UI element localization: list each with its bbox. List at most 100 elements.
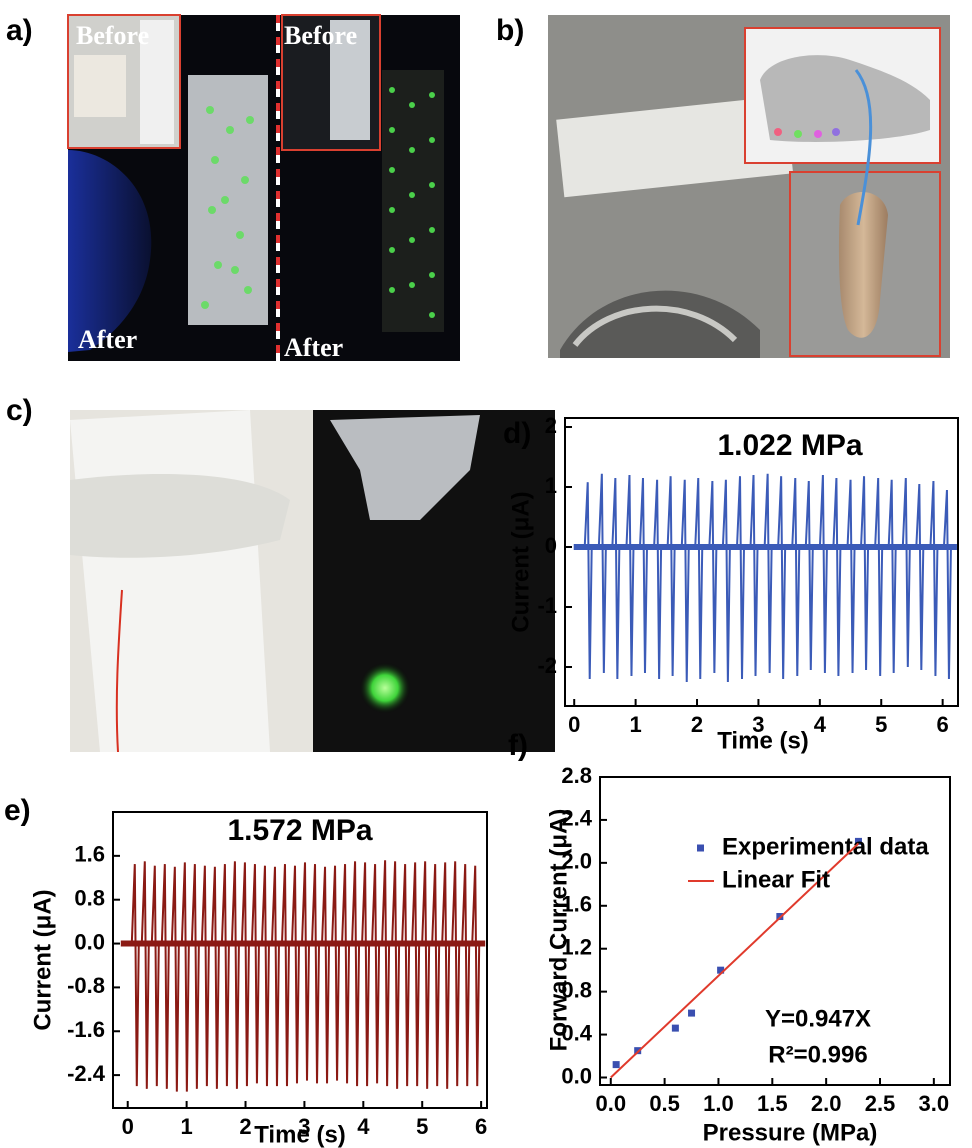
current-spike (846, 479, 856, 674)
after-label: After (78, 325, 137, 354)
current-spike (804, 480, 814, 671)
current-spike (597, 473, 607, 674)
current-spike (763, 473, 773, 674)
current-spike (942, 489, 952, 680)
current-spike (290, 865, 300, 1084)
current-spike (666, 476, 676, 677)
plot-frame (564, 417, 959, 707)
x-tick-label: 4 (357, 1114, 370, 1139)
current-spike (341, 864, 351, 1084)
pressure-annotation: 1.022 MPa (717, 429, 862, 462)
current-spike (401, 864, 411, 1087)
current-spike (301, 862, 311, 1081)
current-spike (280, 864, 290, 1087)
panel-label: f) (508, 729, 528, 762)
panel-label: b) (496, 14, 524, 47)
y-tick-label: 2 (545, 413, 557, 438)
y-tick-label: 2.4 (561, 806, 592, 831)
photo-a: Before Before After After (67, 14, 460, 362)
plot-frame (599, 776, 951, 1086)
current-spike (583, 482, 593, 680)
current-spike (451, 861, 461, 1087)
fit-annotation: Y=0.947X (765, 1005, 871, 1032)
current-spike (915, 483, 925, 671)
x-tick-label: 2 (239, 1114, 251, 1139)
current-spike (311, 864, 321, 1084)
current-spike (721, 479, 731, 683)
data-point (634, 1047, 642, 1055)
data-point (671, 1024, 679, 1032)
panel-label: e) (4, 794, 31, 827)
plot-frame (112, 811, 488, 1109)
current-spike (190, 864, 200, 1089)
current-spike (270, 866, 280, 1087)
current-spike (929, 480, 939, 677)
current-spike (180, 862, 190, 1092)
photo-b (548, 15, 950, 358)
x-tick-label: 5 (875, 712, 887, 737)
current-spike (461, 864, 471, 1087)
current-spike (230, 861, 240, 1089)
current-spike (381, 860, 391, 1087)
y-tick-label: -2 (537, 653, 557, 678)
before-label: Before (284, 21, 357, 50)
x-tick-label: 3 (298, 1114, 310, 1139)
x-tick-label: 1.5 (757, 1091, 788, 1116)
fit-line (610, 842, 860, 1079)
y-tick-label: 0.8 (74, 886, 105, 911)
x-tick-label: 0.5 (649, 1091, 680, 1116)
y-axis-label: Current (μA) (29, 889, 56, 1030)
x-tick-label: 2 (691, 712, 703, 737)
current-spike (130, 864, 140, 1087)
x-tick-label: 6 (937, 712, 949, 737)
x-tick-label: 1.0 (703, 1091, 734, 1116)
current-spike (653, 479, 663, 680)
y-tick-label: -1.6 (67, 1017, 105, 1042)
current-spike (625, 474, 635, 677)
x-tick-label: 2.0 (811, 1091, 842, 1116)
current-spike (708, 480, 718, 674)
x-tick-label: 6 (475, 1114, 487, 1139)
current-spike (411, 862, 421, 1087)
current-spike (901, 477, 911, 668)
y-tick-label: -2.4 (67, 1061, 106, 1086)
current-spike (200, 865, 210, 1087)
y-tick-label: 1.6 (561, 892, 592, 917)
current-spike (170, 866, 180, 1092)
fit-annotation: R²=0.996 (768, 1041, 867, 1068)
panel-label: d) (503, 417, 531, 450)
current-spike (638, 477, 648, 674)
y-tick-label: 0.4 (561, 1020, 592, 1045)
current-spike (220, 864, 230, 1087)
x-tick-label: 2.5 (865, 1091, 896, 1116)
y-tick-label: 1.2 (561, 935, 592, 960)
y-tick-label: 0 (545, 533, 557, 558)
y-tick-label: 0.8 (561, 977, 592, 1002)
current-spike (791, 477, 801, 677)
after-label: After (284, 333, 343, 362)
current-spike (331, 865, 341, 1081)
y-tick-label: 0.0 (561, 1063, 592, 1088)
panel-label: c) (6, 394, 33, 427)
x-tick-label: 1 (629, 712, 641, 737)
pressure-annotation: 1.572 MPa (227, 814, 372, 847)
x-axis-label: Time (s) (254, 1121, 346, 1148)
y-tick-label: 0.0 (74, 929, 105, 954)
current-spike (736, 476, 746, 680)
x-tick-label: 3 (752, 712, 764, 737)
current-spike (361, 862, 371, 1087)
x-tick-label: 0 (122, 1114, 134, 1139)
current-spike (321, 866, 331, 1084)
x-tick-label: 5 (416, 1114, 428, 1139)
y-tick-label: -1 (537, 593, 557, 618)
data-point (854, 837, 862, 845)
current-spike (210, 866, 220, 1089)
current-spike (150, 865, 160, 1087)
y-tick-label: 2.0 (561, 849, 592, 874)
current-spike (887, 479, 897, 674)
y-axis-label: Forward Current (μA) (545, 809, 572, 1052)
current-spike (351, 861, 361, 1087)
x-axis-label: Time (s) (717, 727, 809, 754)
current-spike (471, 865, 481, 1087)
panel-label: a) (6, 14, 33, 47)
